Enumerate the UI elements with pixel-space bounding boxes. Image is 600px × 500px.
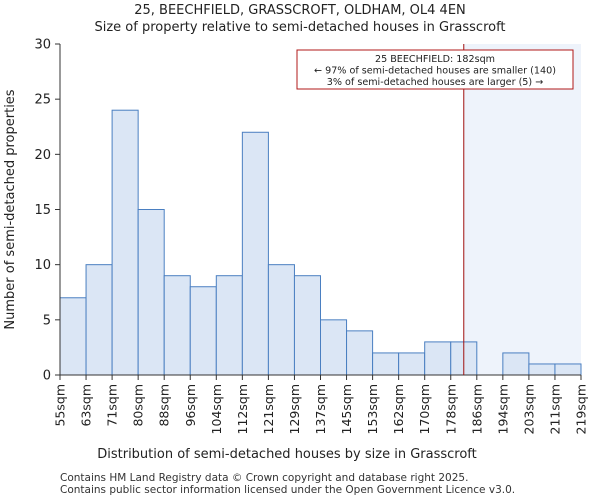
annotation-property-label: 25 BEECHFIELD: 182sqm: [375, 54, 495, 65]
histogram-bar: [111, 109, 139, 376]
larger-properties-region: [463, 44, 581, 375]
histogram-bar: [424, 341, 452, 376]
histogram-bar: [59, 297, 87, 376]
x-tick-label: 80sqm: [131, 384, 146, 427]
x-tick-label: 121sqm: [261, 384, 276, 434]
x-tick-label: 129sqm: [287, 384, 302, 434]
x-tick-label: 203sqm: [521, 384, 536, 434]
annotation-box: 25 BEECHFIELD: 182sqm ← 97% of semi-deta…: [296, 49, 574, 90]
x-tick-label: 186sqm: [469, 384, 484, 434]
y-tick-label: 20: [34, 148, 51, 163]
chart-title: Size of property relative to semi-detach…: [94, 20, 506, 35]
x-tick-label: 194sqm: [495, 384, 510, 434]
x-tick-label: 170sqm: [417, 384, 432, 434]
y-tick-label: 5: [43, 313, 51, 328]
histogram-bar: [163, 275, 191, 376]
x-tick-label: 153sqm: [365, 384, 380, 434]
footer-licence: Contains public sector information licen…: [60, 484, 516, 496]
histogram-bar: [528, 363, 556, 376]
annotation-smaller-text: ← 97% of semi-detached houses are smalle…: [314, 66, 556, 77]
y-axis-label: Number of semi-detached properties: [3, 89, 18, 329]
chart-title-address: 25, BEECHFIELD, GRASSCROFT, OLDHAM, OL4 …: [134, 3, 466, 18]
annotation-box-frame: [296, 49, 574, 90]
histogram-bar: [502, 352, 530, 376]
histogram-bar: [320, 319, 348, 376]
x-tick-label: 219sqm: [574, 384, 589, 434]
x-tick-label: 178sqm: [443, 384, 458, 434]
y-tick-label: 25: [34, 93, 51, 108]
x-tick-label: 63sqm: [79, 384, 94, 427]
histogram-bar: [372, 352, 400, 376]
x-tick-label: 137sqm: [313, 384, 328, 434]
histogram-bar: [554, 363, 582, 376]
y-tick-label: 0: [43, 369, 51, 384]
x-tick-label: 112sqm: [235, 384, 250, 434]
y-tick-label: 15: [34, 203, 51, 218]
histogram-bar: [215, 275, 243, 376]
x-tick-label: 96sqm: [183, 384, 198, 427]
x-tick-label: 162sqm: [391, 384, 406, 434]
histogram-bar: [293, 275, 322, 376]
histogram-bar: [137, 209, 165, 376]
x-tick-label: 145sqm: [339, 384, 354, 434]
x-tick-label: 104sqm: [209, 384, 224, 434]
x-tick-label: 211sqm: [547, 384, 562, 434]
y-tick-label: 10: [34, 258, 51, 273]
y-tick-label: 30: [34, 38, 51, 53]
histogram-bar: [241, 131, 269, 376]
histogram-bar: [85, 264, 113, 376]
annotation-larger-text: 3% of semi-detached houses are larger (5…: [327, 77, 544, 88]
footer-copyright: Contains HM Land Registry data © Crown c…: [60, 472, 469, 484]
x-tick-label: 55sqm: [53, 384, 68, 427]
x-tick-label: 88sqm: [157, 384, 172, 427]
histogram-bar: [267, 264, 295, 376]
histogram-bar: [398, 352, 426, 376]
x-axis-label: Distribution of semi-detached houses by …: [97, 447, 477, 462]
histogram-bar: [189, 286, 217, 376]
histogram-bar: [346, 330, 374, 376]
histogram-chart: 0 5 10 15 20 25 30 55sqm 63sqm 71sqm 80sqm 88sqm 96s…: [3, 38, 589, 463]
x-tick-label: 71sqm: [105, 384, 120, 427]
